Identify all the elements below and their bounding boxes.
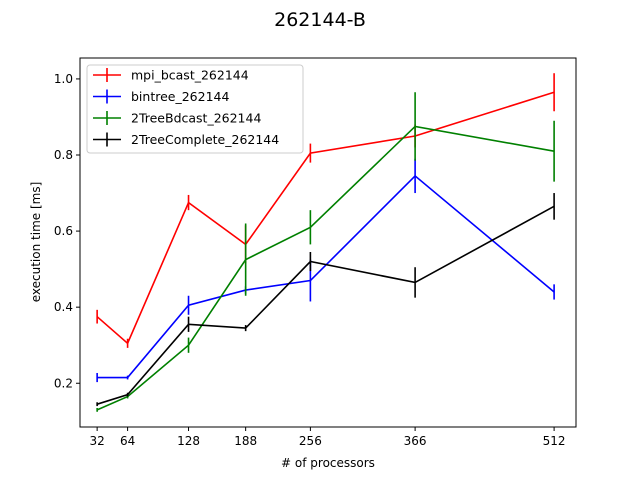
y-tick-label: 0.4 — [54, 300, 73, 314]
x-tick-label: 512 — [543, 434, 566, 448]
plot-marks — [96, 73, 555, 412]
legend-box — [86, 64, 304, 154]
x-tick-label: 256 — [299, 434, 322, 448]
legend-label: bintree_262144 — [131, 89, 229, 104]
y-axis: 0.2 0.4 0.6 0.8 1.0 — [54, 72, 80, 390]
series-line — [97, 174, 555, 379]
series-line — [96, 205, 555, 405]
series-line — [96, 125, 555, 411]
y-tick-label: 0.2 — [54, 376, 73, 390]
legend-label: mpi_bcast_262144 — [131, 68, 249, 83]
plot-frame — [79, 57, 577, 428]
legend-label: 2TreeComplete_262144 — [131, 132, 279, 147]
y-tick-label: 1.0 — [54, 72, 73, 86]
series-3 — [96, 193, 555, 407]
series-1 — [96, 158, 555, 383]
x-axis: 32 64 128 188 256 366 512 — [89, 427, 566, 448]
y-axis-label: execution time [ms] — [29, 182, 43, 303]
y-tick-label: 0.6 — [54, 224, 73, 238]
x-tick-label: 64 — [120, 434, 135, 448]
y-tick-label: 0.8 — [54, 148, 73, 162]
series-2 — [96, 92, 555, 412]
legend: mpi_bcast_262144 bintree_262144 2TreeBdcas… — [86, 64, 304, 154]
x-tick-label: 188 — [234, 434, 257, 448]
x-tick-label: 32 — [89, 434, 104, 448]
chart-title: 262144-B — [274, 9, 366, 31]
x-axis-label: # of processors — [281, 456, 375, 470]
x-tick-label: 366 — [404, 434, 427, 448]
legend-label: 2TreeBdcast_262144 — [131, 111, 261, 126]
x-tick-label: 128 — [177, 434, 200, 448]
